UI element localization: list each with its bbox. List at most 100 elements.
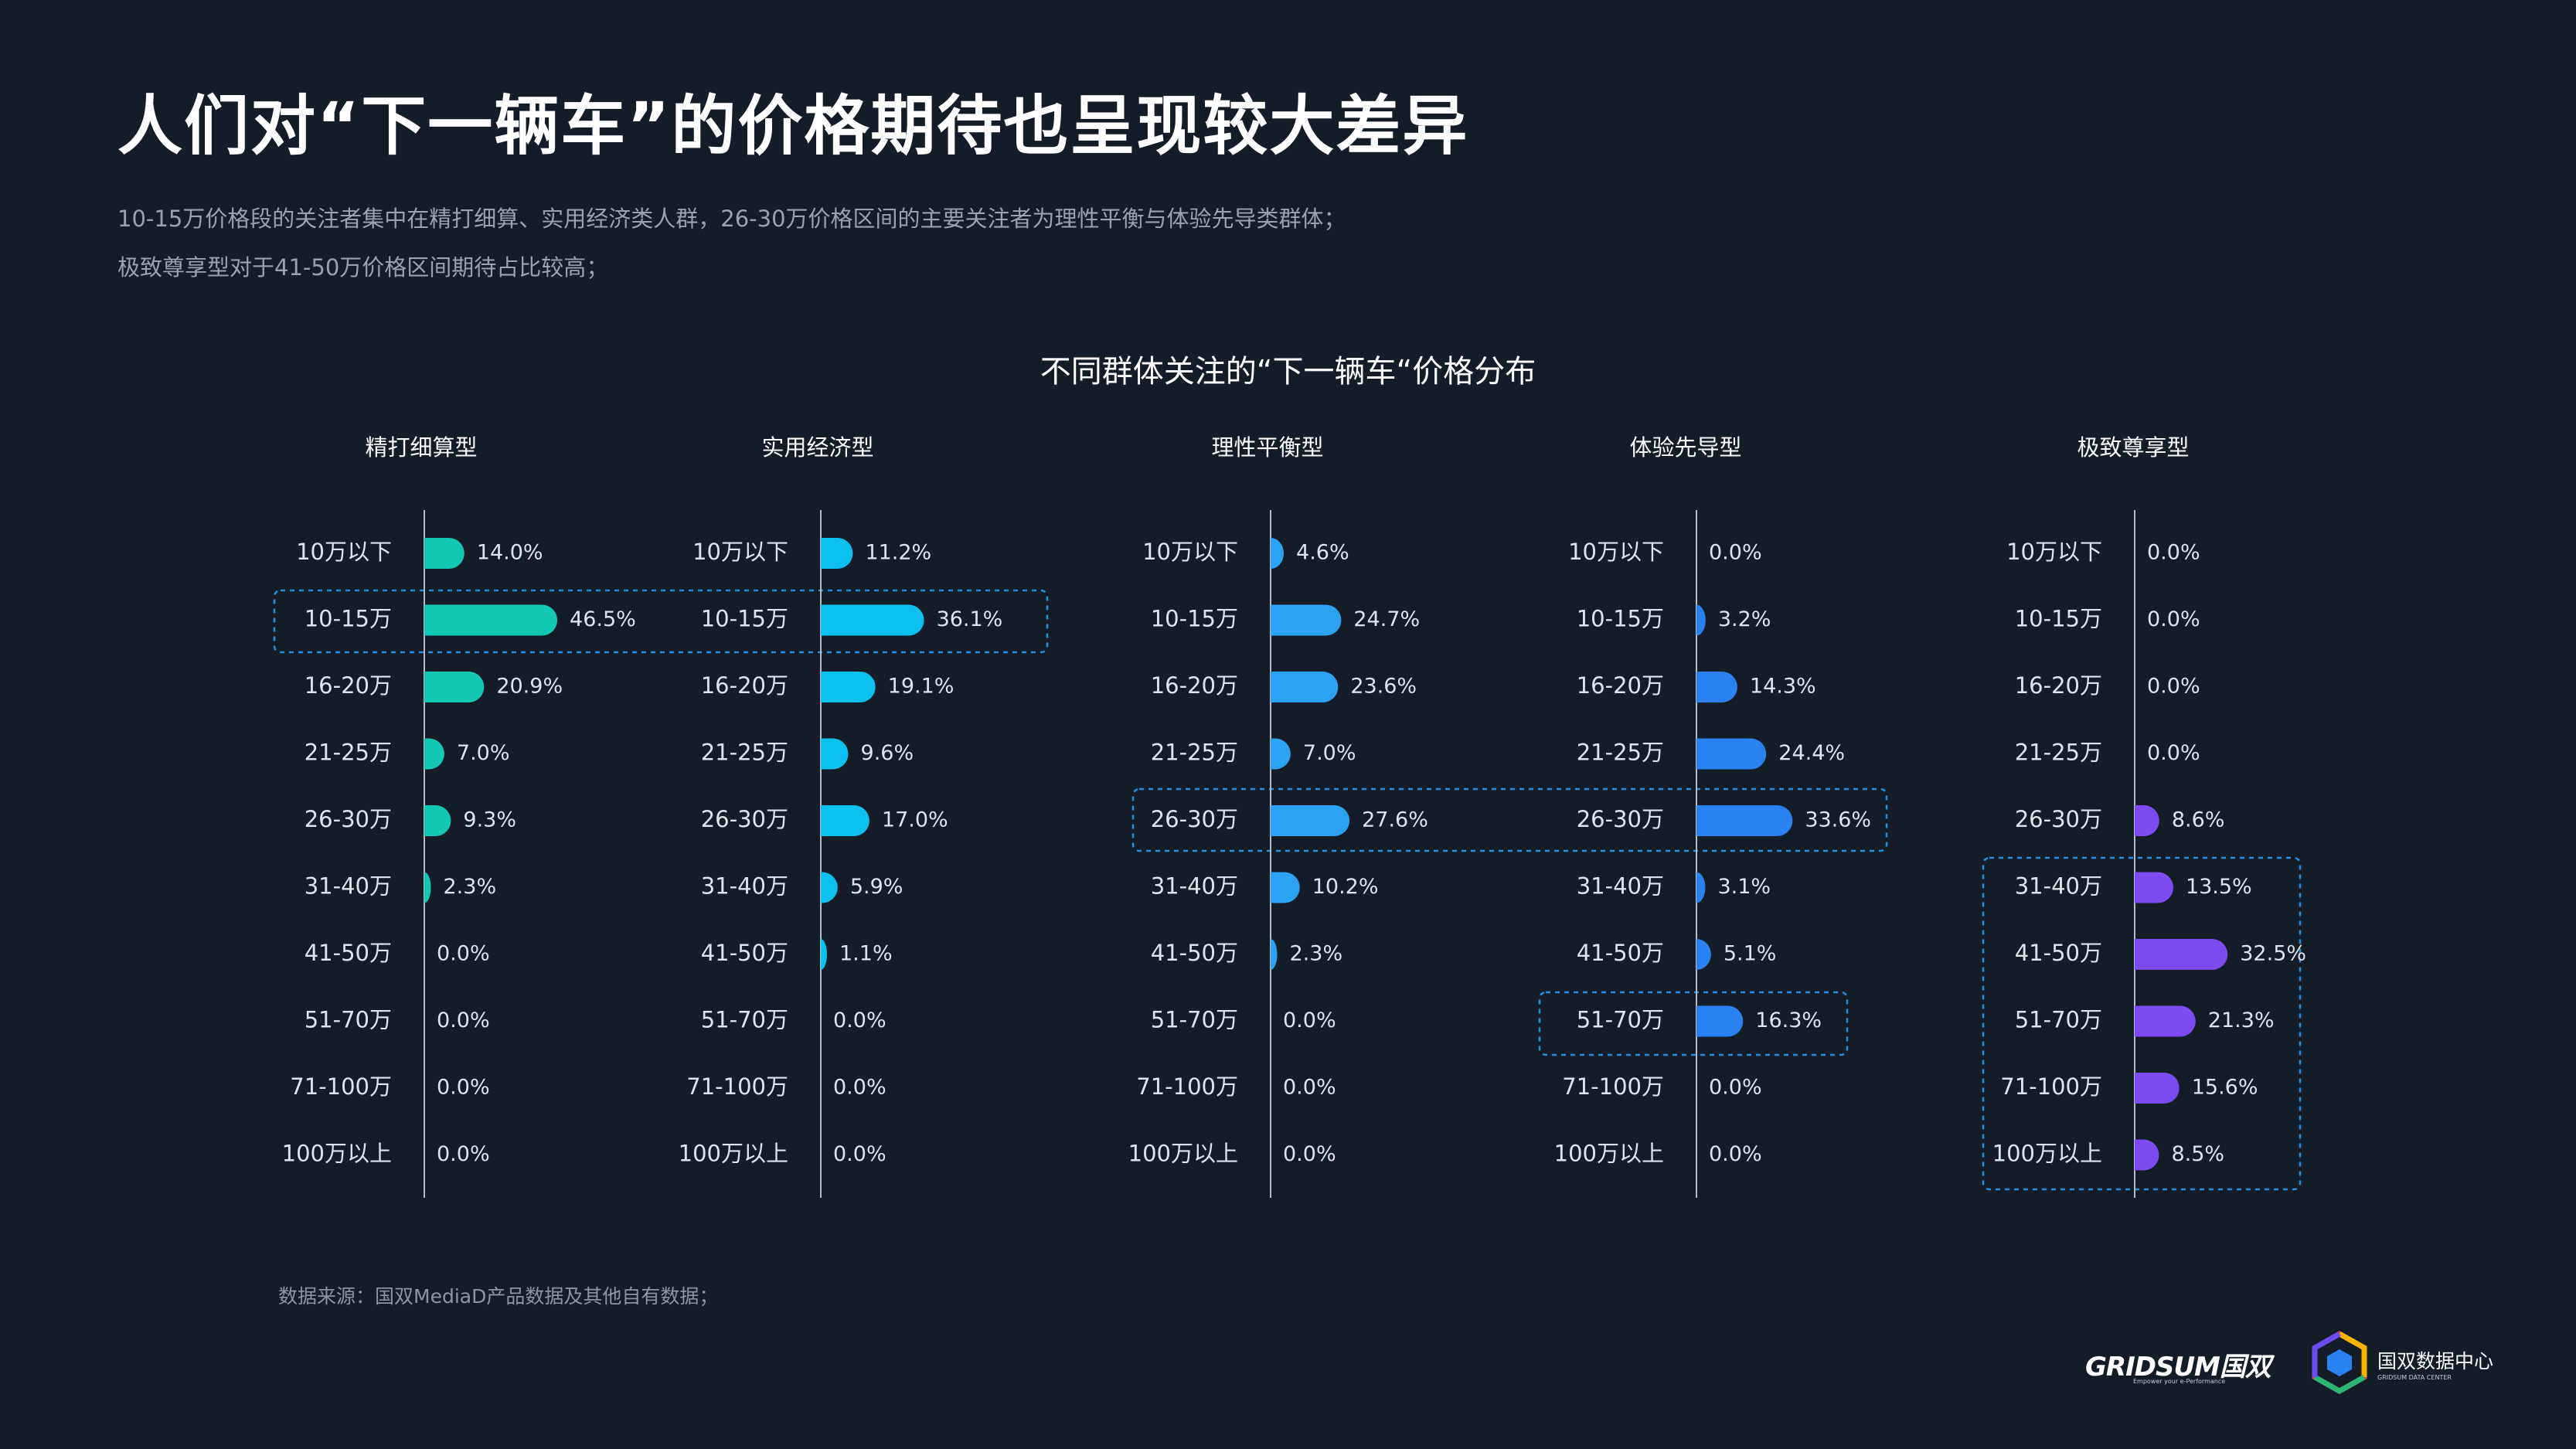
value-label: 1.1% [839, 942, 893, 966]
value-label: 17.0% [882, 808, 948, 832]
value-label: 0.0% [1283, 1142, 1336, 1166]
bar [1271, 672, 1339, 702]
category-label: 41-50万 [1151, 940, 1238, 966]
value-label: 3.1% [1717, 875, 1771, 899]
bar [1696, 604, 1706, 636]
value-label: 0.0% [833, 1009, 886, 1032]
category-label: 16-20万 [701, 672, 788, 699]
value-label: 9.3% [463, 808, 516, 832]
bar [1271, 805, 1350, 836]
value-label: 4.6% [1296, 541, 1349, 565]
category-label: 41-50万 [305, 940, 392, 966]
category-label: 10-15万 [1577, 606, 1664, 632]
value-label: 9.6% [861, 741, 914, 765]
category-label: 100万以上 [1554, 1141, 1664, 1167]
value-label: 7.0% [1303, 741, 1356, 765]
panel-title: 体验先导型 [1629, 434, 1741, 461]
gridsum-logo-text: GRIDSUM国双 [2085, 1352, 2271, 1383]
bar [821, 939, 827, 970]
bar [2135, 1073, 2180, 1104]
value-label: 0.0% [1709, 541, 1762, 565]
category-label: 21-25万 [1151, 740, 1238, 766]
value-label: 0.0% [2147, 607, 2200, 631]
value-label: 0.0% [833, 1076, 886, 1100]
chart-title: 不同群体关注的“下一辆车“价格分布 [1040, 354, 1536, 389]
value-label: 16.3% [1755, 1009, 1822, 1032]
value-label: 15.6% [2192, 1076, 2258, 1100]
value-label: 32.5% [2240, 942, 2306, 966]
value-label: 8.5% [2171, 1142, 2224, 1166]
category-label: 10万以下 [2006, 539, 2102, 565]
value-label: 20.9% [496, 675, 563, 699]
value-label: 0.0% [437, 1009, 490, 1032]
value-label: 3.2% [1718, 607, 1771, 631]
category-label: 26-30万 [305, 806, 392, 832]
value-label: 19.1% [888, 675, 955, 699]
category-label: 51-70万 [1577, 1007, 1664, 1033]
category-label: 21-25万 [701, 740, 788, 766]
category-label: 31-40万 [1151, 873, 1238, 900]
value-label: 5.1% [1724, 942, 1777, 966]
category-label: 51-70万 [701, 1007, 788, 1033]
bar [1271, 939, 1278, 970]
panel-title: 理性平衡型 [1211, 434, 1323, 461]
bar [2135, 1005, 2196, 1037]
value-label: 24.4% [1778, 741, 1845, 765]
highlight-box-51-70 [1538, 991, 1849, 1056]
bar [821, 738, 849, 770]
bar [1271, 604, 1342, 636]
highlight-box-premium [1982, 856, 2302, 1191]
category-label: 10-15万 [2015, 606, 2102, 632]
value-label: 14.0% [477, 541, 543, 565]
bar [1271, 538, 1285, 569]
category-label: 21-25万 [1577, 740, 1664, 766]
value-label: 11.2% [865, 541, 931, 565]
bar [821, 604, 924, 636]
category-label: 16-20万 [2015, 672, 2102, 699]
category-label: 26-30万 [1151, 806, 1238, 832]
bar [424, 872, 431, 903]
category-label: 41-50万 [701, 940, 788, 966]
value-label: 46.5% [570, 607, 636, 631]
category-label: 71-100万 [2000, 1073, 2102, 1100]
bar [2135, 872, 2173, 903]
bar [1696, 1005, 1744, 1037]
bar [1696, 738, 1767, 770]
bar [1696, 939, 1711, 970]
category-label: 10-15万 [1151, 606, 1238, 632]
category-label: 31-40万 [701, 873, 788, 900]
value-label: 0.0% [1709, 1076, 1762, 1100]
data-center-subtitle: GRIDSUM DATA CENTER [2377, 1374, 2452, 1381]
value-label: 7.0% [457, 741, 510, 765]
category-label: 10-15万 [305, 606, 392, 632]
category-label: 16-20万 [1577, 672, 1664, 699]
category-label: 21-25万 [305, 740, 392, 766]
bar [821, 805, 869, 836]
highlight-box-26-30 [1131, 787, 1888, 852]
panel-title: 极致尊享型 [2077, 434, 2189, 461]
bar [821, 872, 838, 903]
value-label: 0.0% [2147, 675, 2200, 699]
bar [424, 805, 451, 836]
category-label: 71-100万 [1562, 1073, 1664, 1100]
gridsum-logo: GRIDSUM国双 Empower your e-Performance [2085, 1345, 2278, 1385]
category-label: 31-40万 [2015, 873, 2102, 900]
bar [2135, 1139, 2159, 1171]
bar [424, 604, 558, 636]
bar [424, 672, 485, 702]
value-label: 10.2% [1312, 875, 1379, 899]
subtitle-line-1: 10-15万价格段的关注者集中在精打细算、实用经济类人群，26-30万价格区间的… [117, 206, 1346, 232]
bar [1271, 872, 1300, 903]
bar [821, 538, 853, 569]
value-label: 0.0% [437, 1142, 490, 1166]
category-label: 51-70万 [2015, 1007, 2102, 1033]
bar [1696, 672, 1737, 702]
value-label: 13.5% [2186, 875, 2252, 899]
category-label: 16-20万 [305, 672, 392, 699]
category-label: 71-100万 [290, 1073, 392, 1100]
bar [2135, 939, 2228, 970]
bar [1271, 738, 1291, 770]
category-label: 26-30万 [1577, 806, 1664, 832]
data-source-note: 数据来源：国双MediaD产品数据及其他自有数据； [278, 1285, 719, 1308]
category-label: 26-30万 [2015, 806, 2102, 832]
